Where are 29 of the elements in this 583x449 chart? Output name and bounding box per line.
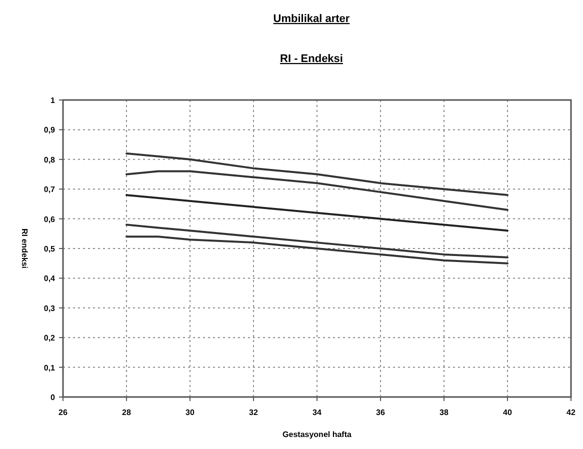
x-tick-label: 42 xyxy=(566,408,576,417)
y-tick-label: 0 xyxy=(50,393,56,402)
y-tick-label: 0,8 xyxy=(44,155,56,164)
y-tick-label: 0,2 xyxy=(44,334,56,343)
y-axis-title: RI endeksi xyxy=(20,228,29,269)
x-tick-label: 28 xyxy=(122,408,132,417)
line-series xyxy=(126,194,508,232)
x-tick-label: 26 xyxy=(58,408,68,417)
x-tick-label: 34 xyxy=(312,408,322,417)
y-tick-label: 0,9 xyxy=(44,126,56,135)
y-tick-label: 0,4 xyxy=(44,274,56,284)
y-tick-label: 0,3 xyxy=(44,304,56,313)
line-series xyxy=(126,224,508,258)
x-tick-label: 30 xyxy=(186,408,195,417)
chart-subtitle: RI - Endeksi xyxy=(280,53,343,65)
line-series xyxy=(126,170,508,211)
y-tick-label: 0,1 xyxy=(44,363,56,372)
y-tick-label: 0,7 xyxy=(44,185,56,194)
x-tick-label: 40 xyxy=(503,408,512,417)
x-tick-label: 36 xyxy=(376,408,386,417)
x-axis-title: Gestasyonel hafta xyxy=(282,430,352,439)
chart-title: Umbilikal arter xyxy=(273,13,350,25)
line-series xyxy=(126,236,508,264)
line-series xyxy=(126,152,508,196)
y-tick-label: 0,5 xyxy=(44,244,56,254)
x-tick-label: 38 xyxy=(440,408,449,417)
y-tick-label: 0,6 xyxy=(44,214,56,224)
y-tick-label: 1 xyxy=(50,96,56,105)
x-tick-label: 32 xyxy=(249,408,258,417)
